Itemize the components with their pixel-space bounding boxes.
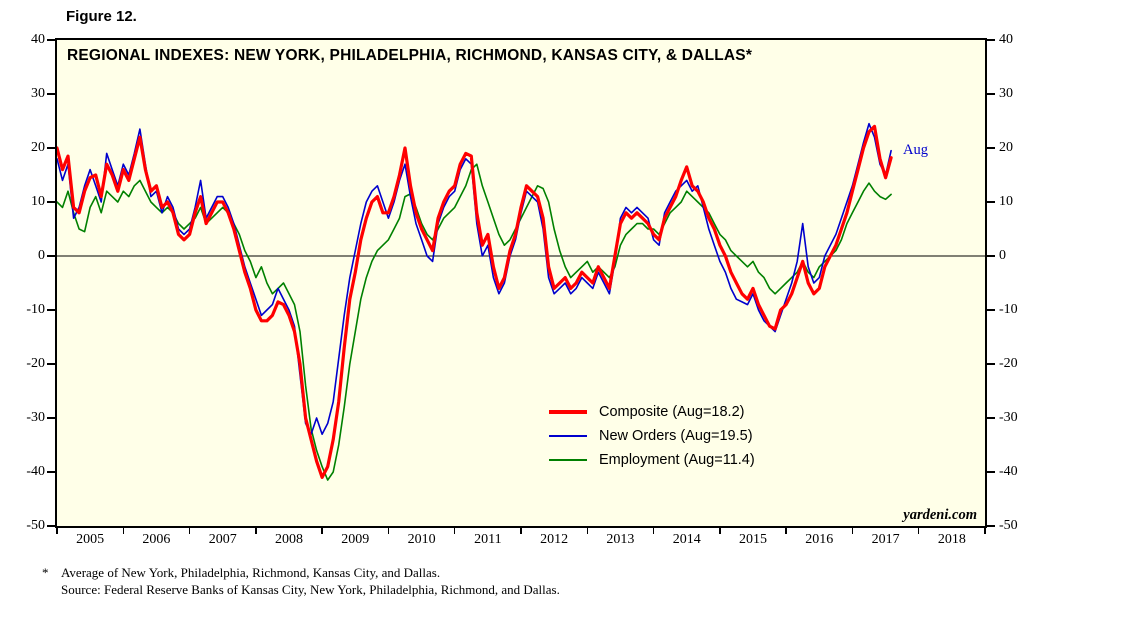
x-tick (520, 528, 522, 534)
y-axis-label-right: 10 (999, 194, 1013, 209)
y-tick-right (987, 417, 995, 419)
y-tick-left (47, 525, 55, 527)
x-axis-label-year: 2013 (606, 532, 635, 547)
x-tick (255, 528, 257, 534)
yardeni-watermark: yardeni.com (903, 507, 977, 523)
y-axis-label-right: -20 (999, 356, 1018, 371)
y-tick-right (987, 93, 995, 95)
x-tick (188, 528, 191, 534)
figure-label: Figure 12. (66, 8, 137, 25)
y-axis-label-right: -10 (999, 302, 1018, 317)
x-tick (719, 528, 721, 534)
x-tick (851, 528, 854, 534)
legend-item-employment: Employment (Aug=11.4) (549, 452, 755, 468)
y-axis-label-right: 30 (999, 86, 1013, 101)
y-tick-left (47, 309, 55, 311)
y-tick-left (47, 471, 55, 473)
chart-lines (57, 122, 985, 481)
y-tick-left (47, 93, 55, 95)
y-axis-label-left: 10 (31, 194, 45, 209)
legend-item-composite: Composite (Aug=18.2) (549, 404, 755, 420)
employment-line-swatch (549, 459, 587, 461)
x-axis-label-year: 2005 (76, 532, 105, 547)
x-axis-label-year: 2016 (805, 532, 834, 547)
footnote-line-1: * Average of New York, Philadelphia, Rich… (42, 564, 560, 581)
y-axis-label-left: -40 (26, 464, 45, 479)
x-tick (453, 528, 456, 534)
y-axis-label-right: -50 (999, 518, 1018, 533)
composite-line-swatch (549, 410, 587, 414)
y-tick-right (987, 255, 995, 257)
x-tick (56, 528, 58, 534)
legend-item-new-orders: New Orders (Aug=19.5) (549, 428, 755, 444)
y-axis-label-left: -30 (26, 410, 45, 425)
x-tick (984, 528, 986, 534)
x-axis-label-year: 2010 (407, 532, 436, 547)
x-axis-label-year: 2009 (341, 532, 370, 547)
chart-title: REGIONAL INDEXES: NEW YORK, PHILADELPHIA… (67, 47, 753, 64)
footnote-text-2: Source: Federal Reserve Banks of Kansas … (61, 582, 560, 597)
x-axis-label-year: 2011 (474, 532, 502, 547)
x-tick (917, 528, 920, 534)
x-tick (122, 528, 125, 534)
y-axis-label-right: 20 (999, 140, 1013, 155)
y-axis-label-right: 40 (999, 32, 1013, 47)
x-tick (387, 528, 390, 534)
series-composite (57, 124, 893, 479)
footnote: * Average of New York, Philadelphia, Rich… (42, 564, 560, 598)
y-tick-left (47, 417, 55, 419)
x-axis-label-year: 2008 (275, 532, 303, 547)
y-axis-label-left: 0 (38, 248, 45, 263)
legend-label-new-orders: New Orders (Aug=19.5) (599, 428, 753, 444)
x-tick (321, 528, 323, 534)
footnote-marker: * (42, 565, 49, 580)
y-axis-label-left: -20 (26, 356, 45, 371)
y-tick-left (47, 201, 55, 203)
x-tick (785, 528, 787, 534)
x-axis-label-year: 2015 (739, 532, 767, 547)
y-tick-left (47, 147, 55, 149)
y-tick-right (987, 39, 995, 41)
x-axis-label-year: 2017 (871, 532, 900, 547)
x-axis-label-year: 2012 (540, 532, 569, 547)
y-axis-label-left: -50 (26, 518, 45, 533)
footnote-text-1: Average of New York, Philadelphia, Richm… (61, 565, 441, 580)
x-axis-label-year: 2018 (937, 532, 966, 547)
x-tick (652, 528, 655, 534)
x-axis-label-year: 2014 (672, 532, 701, 547)
legend: Composite (Aug=18.2) New Orders (Aug=19.… (549, 404, 755, 476)
y-tick-right (987, 363, 995, 365)
y-axis-label-left: -10 (26, 302, 45, 317)
y-axis-label-right: -40 (999, 464, 1018, 479)
legend-label-composite: Composite (Aug=18.2) (599, 404, 745, 420)
x-axis-label-year: 2006 (142, 532, 171, 547)
y-tick-right (987, 471, 995, 473)
y-tick-right (987, 525, 995, 527)
aug-annotation: Aug (903, 142, 928, 158)
y-tick-left (47, 363, 55, 365)
y-axis-label-left: 40 (31, 32, 45, 47)
y-tick-left (47, 255, 55, 257)
y-axis-label-right: -30 (999, 410, 1018, 425)
x-tick (586, 528, 589, 534)
y-tick-right (987, 201, 995, 203)
y-axis-label-left: 20 (31, 140, 45, 155)
y-axis-label-right: 0 (999, 248, 1006, 263)
plot-area: REGIONAL INDEXES: NEW YORK, PHILADELPHIA… (55, 38, 987, 528)
new-orders-line-swatch (549, 435, 587, 437)
y-axis-label-left: 30 (31, 86, 45, 101)
y-tick-right (987, 147, 995, 149)
x-axis-label-year: 2007 (208, 532, 237, 547)
legend-label-employment: Employment (Aug=11.4) (599, 452, 755, 468)
series-employment (57, 163, 892, 481)
y-tick-left (47, 39, 55, 41)
y-tick-right (987, 309, 995, 311)
